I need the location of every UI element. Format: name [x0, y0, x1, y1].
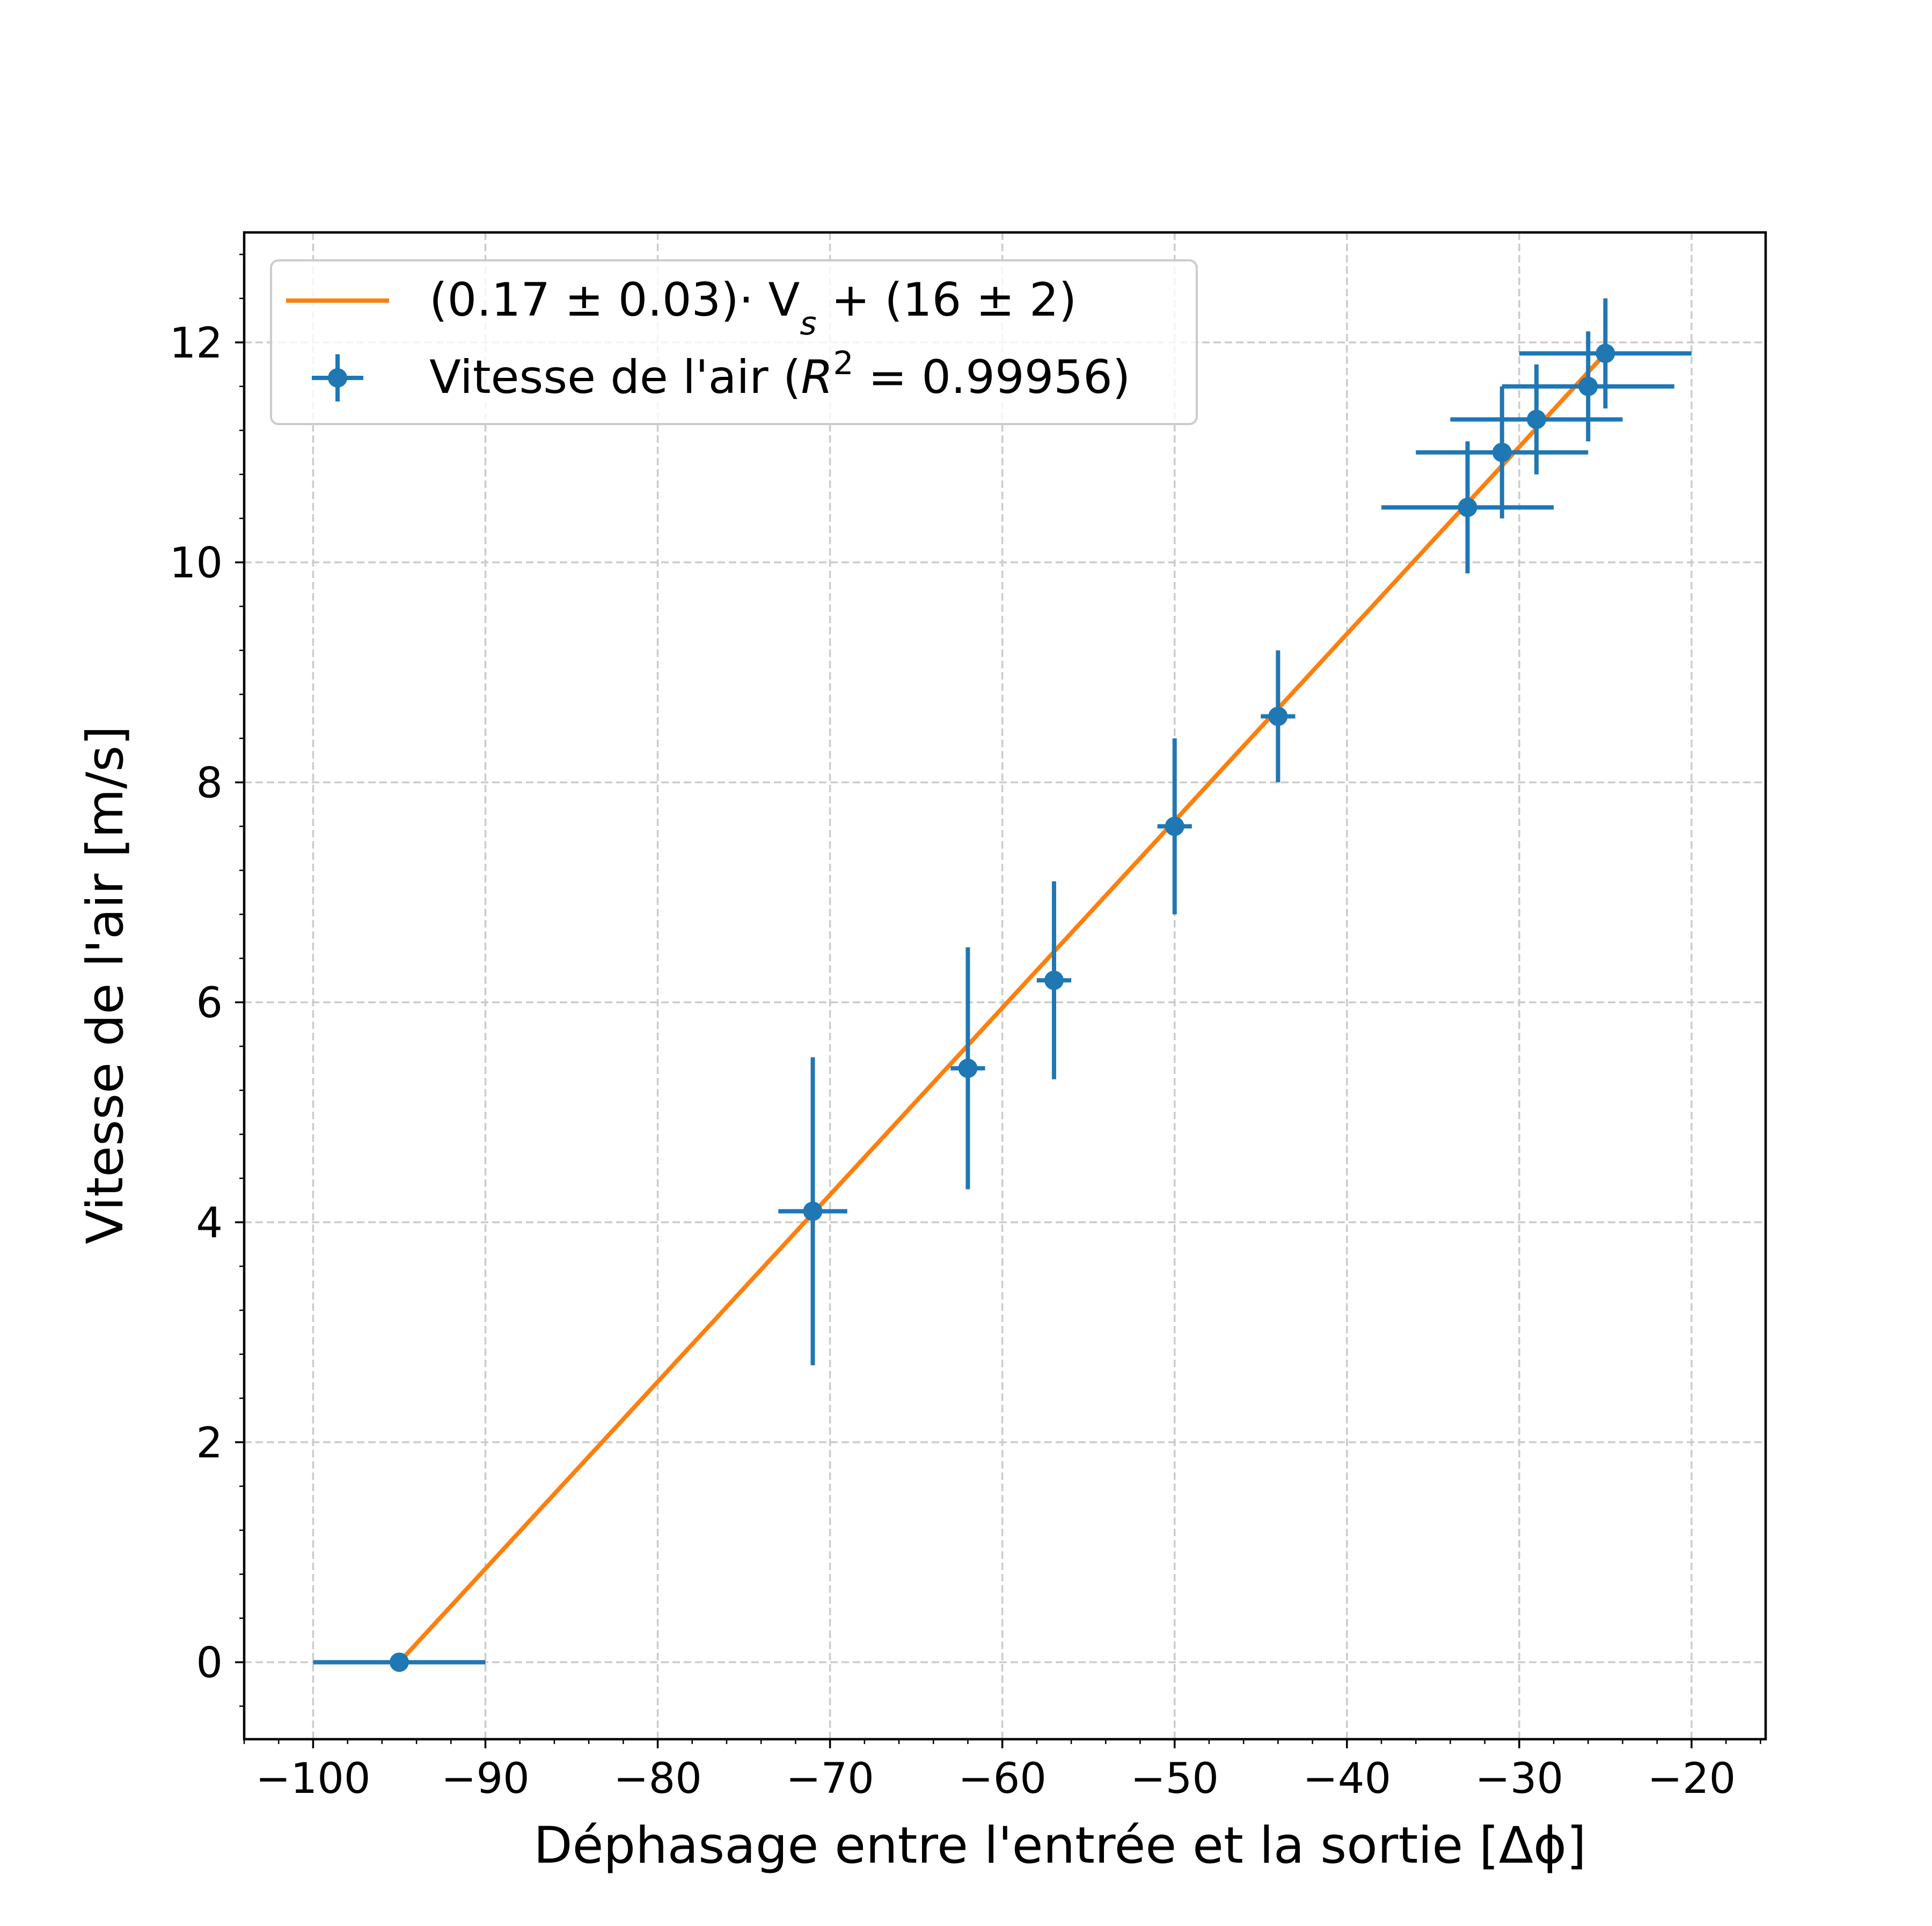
x-tick-label: −60	[958, 1755, 1046, 1803]
y-axis-label: Vitesse de l'air [m/s]	[76, 726, 135, 1244]
data-point	[1165, 816, 1184, 836]
plot-frame	[243, 231, 1767, 1741]
data-point	[389, 1652, 409, 1672]
data-point-group	[1381, 441, 1554, 574]
tick-labels: −100 −90 −80 −70 −60 −50 −40 −30 −20 0 2 4 6 8 10 12	[170, 319, 1736, 1803]
y-tick-label: 12	[170, 319, 223, 368]
legend-fit-label: (0.17 ± 0.03)· Vs + (16 ± 2)	[429, 273, 1077, 342]
x-tick-label: −90	[441, 1755, 530, 1803]
x-tick-label: −80	[613, 1755, 702, 1803]
data-point	[1578, 376, 1598, 396]
x-tick-label: −40	[1303, 1755, 1392, 1803]
data-point	[1268, 706, 1288, 726]
data-point	[1044, 971, 1064, 990]
legend: (0.17 ± 0.03)· Vs + (16 ± 2) Vitesse de …	[270, 259, 1198, 425]
legend-data-label: Vitesse de l'air (R2 = 0.99956)	[429, 345, 1130, 404]
fit-line-layer	[398, 352, 1607, 1664]
y-tick-label: 0	[196, 1639, 223, 1688]
data-point	[803, 1201, 823, 1221]
x-tick-label: −50	[1130, 1755, 1219, 1803]
data-point	[1492, 442, 1512, 462]
data-point-group	[1450, 364, 1623, 475]
x-tick-label: −100	[255, 1755, 370, 1803]
x-tick-label: −30	[1475, 1755, 1564, 1803]
data-point	[1526, 410, 1546, 429]
data-point	[1458, 498, 1477, 517]
data-point-group	[778, 1057, 847, 1366]
y-tick-label: 4	[196, 1199, 223, 1247]
data-point-group	[1261, 650, 1296, 783]
data-point-group	[950, 947, 985, 1190]
data-point-group	[1502, 331, 1674, 442]
y-tick-label: 8	[196, 759, 223, 807]
y-tick-label: 6	[196, 979, 223, 1027]
data-point-group	[1036, 881, 1072, 1079]
y-tick-label: 2	[196, 1419, 223, 1468]
data-point-group	[313, 1652, 486, 1672]
y-tick-label: 10	[170, 539, 223, 588]
legend-data-swatch-marker	[328, 368, 347, 388]
x-tick-label: −70	[786, 1755, 874, 1803]
data-point-group	[1416, 386, 1589, 519]
data-point	[958, 1059, 978, 1078]
x-tick-label: −20	[1648, 1755, 1736, 1803]
data-point	[1596, 344, 1615, 363]
x-axis-label: Déphasage entre l'entrée et la sortie [Δ…	[533, 1816, 1586, 1875]
data-point-group	[1157, 738, 1192, 915]
data-point-group	[1519, 298, 1692, 408]
fit-line	[398, 352, 1607, 1664]
legend-box	[270, 259, 1198, 425]
data-series-layer	[313, 298, 1692, 1672]
axis-ticks	[235, 253, 1761, 1748]
